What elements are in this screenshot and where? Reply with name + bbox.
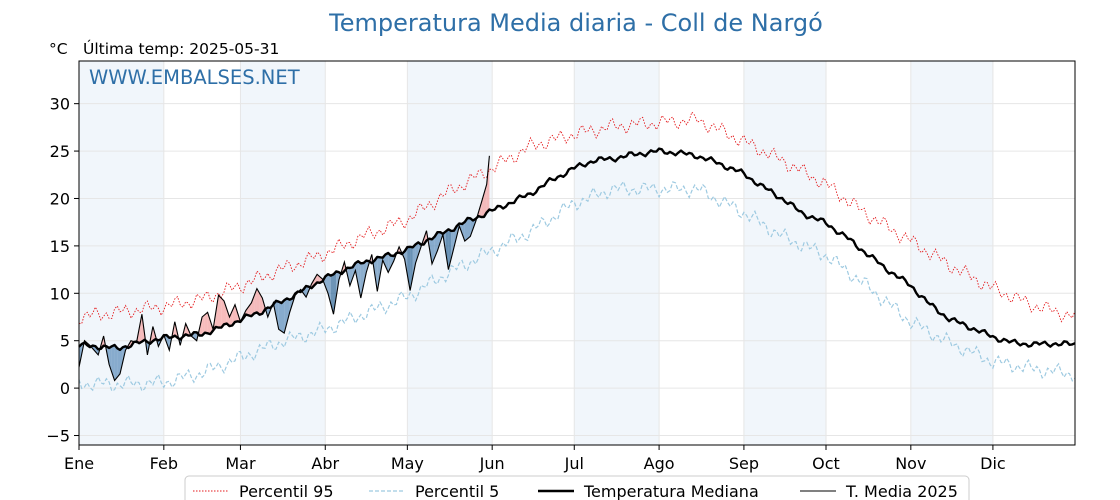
x-tick-label: Dic [980,454,1006,473]
below-median-fill [404,247,408,275]
month-band-1 [240,61,326,445]
x-tick-label: Feb [150,454,178,473]
above-median-fill [226,308,230,327]
above-median-fill [139,314,142,344]
below-median-fill [144,334,148,355]
y-unit-label: °C [49,40,68,58]
below-median-fill [117,348,120,378]
below-median-fill [432,236,435,264]
legend-label-1: Percentil 5 [415,482,499,500]
x-tick-label: Mar [225,454,256,473]
grid-lines [78,61,1075,445]
above-median-fill [256,288,260,315]
above-median-fill [251,295,255,317]
above-median-fill [235,304,238,322]
y-tick-label: 20 [50,189,70,208]
below-median-fill [462,221,465,242]
y-tick-label: 0 [60,379,70,398]
above-median-fill [207,312,211,335]
x-tick-label: Sep [729,454,759,473]
y-tick-label: 25 [50,142,70,161]
above-median-fill [245,306,249,316]
legend-label-2: Temperatura Mediana [583,482,759,500]
series-lines [78,111,1076,392]
below-median-fill [276,300,279,330]
above-median-fill [259,293,263,315]
watermark: WWW.EMBALSES.NET [89,66,300,89]
above-median-fill [218,295,222,328]
above-median-fill [224,300,227,325]
y-tick-label: −5 [46,427,70,446]
plot-area: Ene Feb Mar Abr May Jun Jul Ago Sep Oct Nov Dic −5 0… [46,60,1076,473]
below-median-fill [467,218,471,239]
above-median-fill [185,323,189,336]
above-median-fill [202,314,205,336]
below-median-fill [470,218,473,237]
above-median-fill [204,312,208,334]
below-median-fill [114,345,118,381]
y-tick-label: 30 [50,95,70,114]
below-median-fill [166,335,170,351]
above-median-fill [221,298,224,328]
x-tick-label: Oct [812,454,840,473]
x-tick-label: Jul [564,454,584,473]
legend: Percentil 95 Percentil 5 Temperatura Media… [184,475,970,500]
below-median-fill [374,256,378,292]
y-tick-label: 10 [50,284,70,303]
percentile-5-line [78,180,1076,392]
percentile-95-line [78,111,1076,325]
below-median-fill [363,260,367,286]
legend-label-0: Percentil 95 [239,482,334,500]
x-tick-label: Ago [644,454,675,473]
above-median-fill [229,310,233,327]
below-median-fill [451,230,454,259]
y-tick-label: 15 [50,237,70,256]
below-median-fill [412,244,416,277]
current-year-line [78,155,490,382]
below-median-fill [278,301,282,332]
below-median-fill [437,232,441,251]
below-median-fill [287,298,290,323]
below-median-fill [325,274,328,294]
below-median-fill [390,255,394,267]
below-median-fill [464,218,468,242]
median-line [78,147,1076,352]
above-median-fill [486,155,490,213]
plot-frame [78,60,1076,446]
below-median-fill [445,229,449,270]
below-median-fill [407,246,411,291]
x-tick-label: Abr [311,454,339,473]
y-tick-label: 5 [60,332,70,351]
below-median-fill [333,271,337,315]
chart-title: Temperatura Media diaria - Coll de Nargó [328,9,823,37]
below-median-fill [349,267,353,286]
y-axis: −5 0 5 10 15 20 25 30 [46,95,79,446]
last-temp-label: Última temp: 2025-05-31 [83,39,279,58]
x-tick-label: Nov [895,454,926,473]
below-median-fill [111,345,115,381]
legend-box [184,475,970,500]
below-median-fill [360,263,364,298]
month-band-4 [743,61,826,445]
x-tick-label: Ene [64,454,94,473]
below-median-fill [358,261,361,298]
legend-label-3: T. Media 2025 [845,482,958,500]
month-band-5 [910,61,993,445]
below-median-fill [377,256,380,292]
below-median-fill [281,300,285,334]
below-median-fill [415,242,419,263]
below-median-fill [328,274,331,304]
x-tick-label: Jun [479,454,505,473]
above-median-fill [481,193,484,217]
month-band-3 [574,61,660,445]
x-tick-label: May [391,454,424,473]
below-median-fill [120,347,123,374]
month-bands [79,61,993,445]
x-axis: Ene Feb Mar Abr May Jun Jul Ago Sep Oct Nov Dic [64,445,1006,473]
above-median-fill [215,295,219,328]
